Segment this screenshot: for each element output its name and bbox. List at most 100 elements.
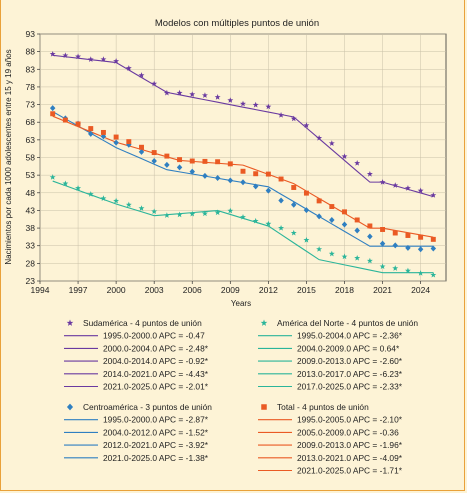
y-tick-label: 23 <box>26 276 36 286</box>
data-point-0-20 <box>303 122 310 128</box>
y-tick-label: 58 <box>26 153 36 163</box>
data-point-3-10 <box>177 157 183 163</box>
legend-title-0: Sudamérica - 4 puntos de unión <box>83 318 202 328</box>
data-point-2-24 <box>354 227 360 234</box>
legend-segment-3-0: 1995.0-2005.0 APC = -2.10* <box>297 415 403 425</box>
data-point-2-8 <box>151 158 157 165</box>
y-tick-label: 73 <box>26 100 36 110</box>
data-point-3-20 <box>303 190 309 196</box>
legend-segment-3-1: 2005.0-2009.0 APC = -0.36 <box>297 427 399 437</box>
legend-marker-0 <box>66 319 74 326</box>
data-point-0-16 <box>252 101 259 108</box>
data-point-2-23 <box>341 221 348 228</box>
data-point-3-14 <box>227 161 233 167</box>
legend-segment-2-3: 2021.0-2025.0 APC = -1.38* <box>103 453 209 463</box>
data-point-1-8 <box>151 208 158 215</box>
data-point-0-21 <box>316 134 323 141</box>
legend-group-3: Total - 4 puntos de unión 1995.0-2005.0 A… <box>258 402 403 476</box>
data-point-0-27 <box>392 182 399 188</box>
data-point-0-8 <box>151 80 158 87</box>
data-point-0-12 <box>201 92 208 98</box>
series-markers <box>49 50 437 278</box>
data-point-3-16 <box>253 171 259 177</box>
legend-segment-0-4: 2021.0-2025.0 APC = -2.01* <box>103 382 209 392</box>
data-point-3-30 <box>430 236 436 242</box>
data-point-2-30 <box>430 245 437 252</box>
x-tick-label: 2003 <box>145 285 164 295</box>
data-point-0-7 <box>138 72 145 78</box>
legend: Sudamérica - 4 puntos de unión 1995.0-200… <box>64 318 418 476</box>
data-point-0-5 <box>113 58 120 64</box>
legend-segment-1-1: 2004.0-2009.0 APC = 0.64* <box>297 343 400 353</box>
data-point-2-29 <box>417 246 424 253</box>
y-tick-label: 38 <box>26 223 36 233</box>
data-point-0-3 <box>87 56 94 62</box>
data-point-1-2 <box>75 185 82 191</box>
x-tick-label: 2018 <box>335 285 354 295</box>
data-point-2-21 <box>316 213 322 220</box>
data-point-1-12 <box>201 210 208 217</box>
data-point-0-22 <box>328 140 335 146</box>
data-point-2-20 <box>303 207 310 214</box>
data-point-3-19 <box>291 185 297 190</box>
x-axis-label: Years <box>231 299 251 308</box>
data-point-3-23 <box>342 209 347 215</box>
data-point-1-9 <box>163 212 170 218</box>
data-point-0-24 <box>354 160 361 166</box>
legend-segment-1-4: 2017.0-2025.0 APC = -2.33* <box>297 382 403 392</box>
axis-ticks: 23 28 33 38 43 48 53 58 63 68 73 78 83 88 93 1994 1997 20… <box>26 29 431 295</box>
legend-segment-0-3: 2014.0-2021.0 APC = -4.43* <box>103 369 209 379</box>
data-point-3-21 <box>316 198 322 204</box>
data-point-1-4 <box>100 195 107 201</box>
x-tick-label: 1997 <box>69 285 88 295</box>
x-tick-label: 2006 <box>183 285 202 295</box>
x-tick-label: 2021 <box>373 285 392 295</box>
data-point-0-15 <box>240 100 246 107</box>
data-point-0-1 <box>62 52 69 59</box>
data-point-3-9 <box>164 153 170 159</box>
data-point-1-19 <box>290 229 297 236</box>
legend-segment-2-2: 2012.0-2021.0 APC = -3.92* <box>103 440 209 450</box>
data-point-1-10 <box>176 211 183 218</box>
data-point-2-12 <box>202 172 208 179</box>
data-point-2-7 <box>138 148 145 155</box>
x-tick-label: 1994 <box>31 285 50 295</box>
legend-group-0: Sudamérica - 4 puntos de unión 1995.0-200… <box>64 318 209 392</box>
data-point-0-29 <box>417 187 424 194</box>
data-point-1-20 <box>303 236 310 243</box>
data-point-0-17 <box>265 103 272 110</box>
legend-group-2: Centroamérica - 3 puntos de unión 1995.0-… <box>64 402 212 463</box>
data-point-1-0 <box>49 174 56 180</box>
data-point-1-14 <box>227 207 234 214</box>
data-point-1-27 <box>392 265 399 271</box>
data-point-3-12 <box>202 158 208 164</box>
data-point-3-29 <box>418 234 424 240</box>
legend-segment-2-1: 2004.0-2012.0 APC = -1.52* <box>103 427 209 437</box>
data-point-3-25 <box>367 223 373 229</box>
legend-segment-1-3: 2013.0-2017.0 APC = -6.23* <box>297 369 403 379</box>
data-point-2-13 <box>214 174 221 181</box>
data-point-0-23 <box>341 153 348 159</box>
data-point-3-5 <box>113 134 119 140</box>
data-point-2-9 <box>164 161 170 168</box>
data-point-2-19 <box>291 201 297 208</box>
data-point-1-17 <box>265 220 272 227</box>
data-point-2-18 <box>278 197 284 204</box>
y-tick-label: 53 <box>26 170 36 180</box>
data-point-2-26 <box>379 240 386 247</box>
x-tick-label: 2000 <box>107 285 126 295</box>
data-point-1-23 <box>341 253 348 260</box>
data-point-1-21 <box>316 246 323 252</box>
data-point-3-6 <box>126 139 132 145</box>
data-point-3-27 <box>392 230 398 236</box>
data-point-3-7 <box>139 144 144 150</box>
data-point-0-28 <box>404 185 411 191</box>
legend-marker-1 <box>260 319 268 326</box>
data-point-0-6 <box>125 65 132 71</box>
data-point-0-30 <box>430 192 437 198</box>
data-point-0-11 <box>189 91 196 97</box>
x-tick-label: 2015 <box>297 285 316 295</box>
data-point-1-29 <box>417 270 424 276</box>
legend-segment-1-2: 2009.0-2013.0 APC = -2.60* <box>297 356 403 366</box>
data-point-1-25 <box>366 257 373 264</box>
